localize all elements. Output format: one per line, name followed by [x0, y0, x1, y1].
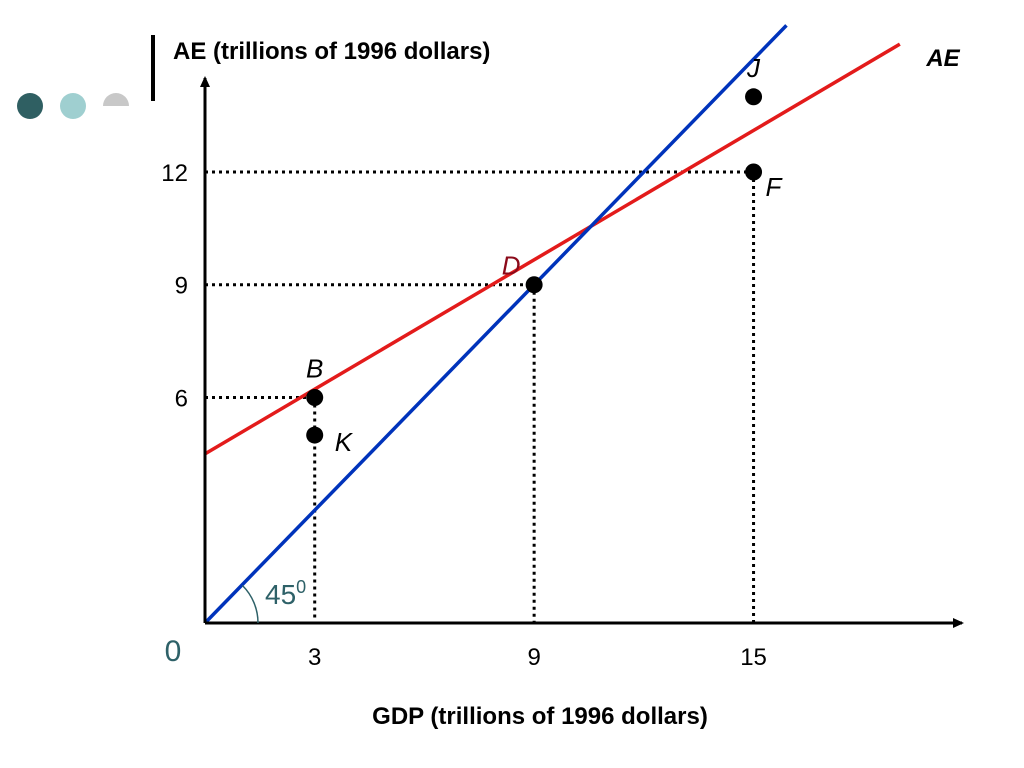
bullet-dot-gray: [103, 93, 129, 106]
tick-labels: 3 9 15 6 9 12: [161, 160, 767, 671]
bullet-dot-light: [60, 93, 86, 119]
ae-line-label: AE: [925, 45, 960, 72]
forty-five-degree-line: [203, 24, 788, 625]
point-d: [525, 276, 543, 294]
x-axis-arrow: [953, 618, 964, 628]
point-label-b: B: [306, 353, 323, 383]
axes: [200, 76, 964, 628]
y-axis-arrow: [200, 76, 210, 87]
angle-marker: 450: [241, 577, 306, 624]
x-axis-label: GDP (trillions of 1996 dollars): [372, 703, 708, 730]
origin-label: 0: [165, 635, 182, 668]
series-labels: AE: [925, 45, 960, 72]
y-tick-label: 12: [161, 160, 188, 187]
y-axis-label: AE (trillions of 1996 dollars): [173, 38, 490, 65]
angle-label: 450: [265, 577, 306, 610]
angle-arc: [241, 584, 259, 624]
point-label-d: D: [502, 251, 521, 281]
x-tick-label: 15: [740, 644, 767, 671]
ae-line: [204, 42, 901, 456]
guide-lines: [205, 170, 756, 623]
y-tick-label: 6: [175, 385, 188, 412]
angle-value: 45: [265, 579, 296, 610]
series-lines: [203, 24, 901, 625]
point-label-j: J: [746, 53, 761, 83]
point-k: [306, 426, 324, 444]
point-label-f: F: [766, 172, 784, 202]
points: J F D B K: [306, 53, 784, 457]
x-tick-label: 9: [527, 644, 540, 671]
title-accent-bar: [151, 35, 155, 101]
point-b: [306, 388, 324, 406]
bullet-dot-half: [103, 93, 131, 106]
bullet-dot-dark: [17, 93, 43, 119]
y-tick-label: 9: [175, 273, 188, 300]
point-label-k: K: [335, 427, 354, 457]
x-tick-label: 3: [308, 644, 321, 671]
point-f: [745, 163, 763, 181]
angle-degree: 0: [296, 577, 306, 597]
point-j: [745, 88, 763, 106]
